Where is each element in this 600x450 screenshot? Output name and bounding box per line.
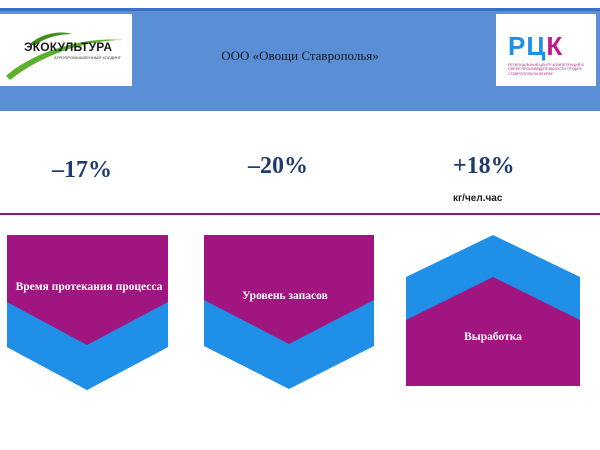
metric-output-unit: кг/чел.час	[453, 193, 503, 204]
shape-inventory	[204, 235, 374, 389]
ecokultura-logo	[0, 14, 132, 86]
rck-logo	[496, 14, 596, 86]
ecokultura-logo-name: ЭКОКУЛЬТУРА	[24, 40, 113, 54]
section-divider	[0, 213, 600, 215]
header-top-line	[0, 8, 600, 11]
ecokultura-swoosh-icon	[6, 32, 124, 80]
shape-process-time-label: Время протекания процесса	[15, 281, 163, 293]
shape-output-label: Выработка	[464, 331, 522, 343]
metric-inventory: –20%	[248, 153, 308, 179]
ecokultura-logo-tagline: АГРОПРОМЫШЛЕННЫЙ ХОЛДИНГ	[54, 55, 122, 60]
shape-output	[406, 235, 580, 386]
company-title: ООО «Овощи Ставрополья»	[221, 48, 379, 63]
rck-logo-tagline: РЕГИОНАЛЬНЫЙ ЦЕНТР КОМПЕТЕНЦИЙ В СФЕРЕ П…	[508, 63, 584, 76]
rck-logo-name: РЦК	[508, 31, 564, 61]
metric-process-time: –17%	[52, 157, 112, 183]
shape-process-time	[7, 235, 168, 390]
shape-inventory-label: Уровень запасов	[242, 290, 328, 302]
metric-output: +18%	[453, 153, 515, 179]
